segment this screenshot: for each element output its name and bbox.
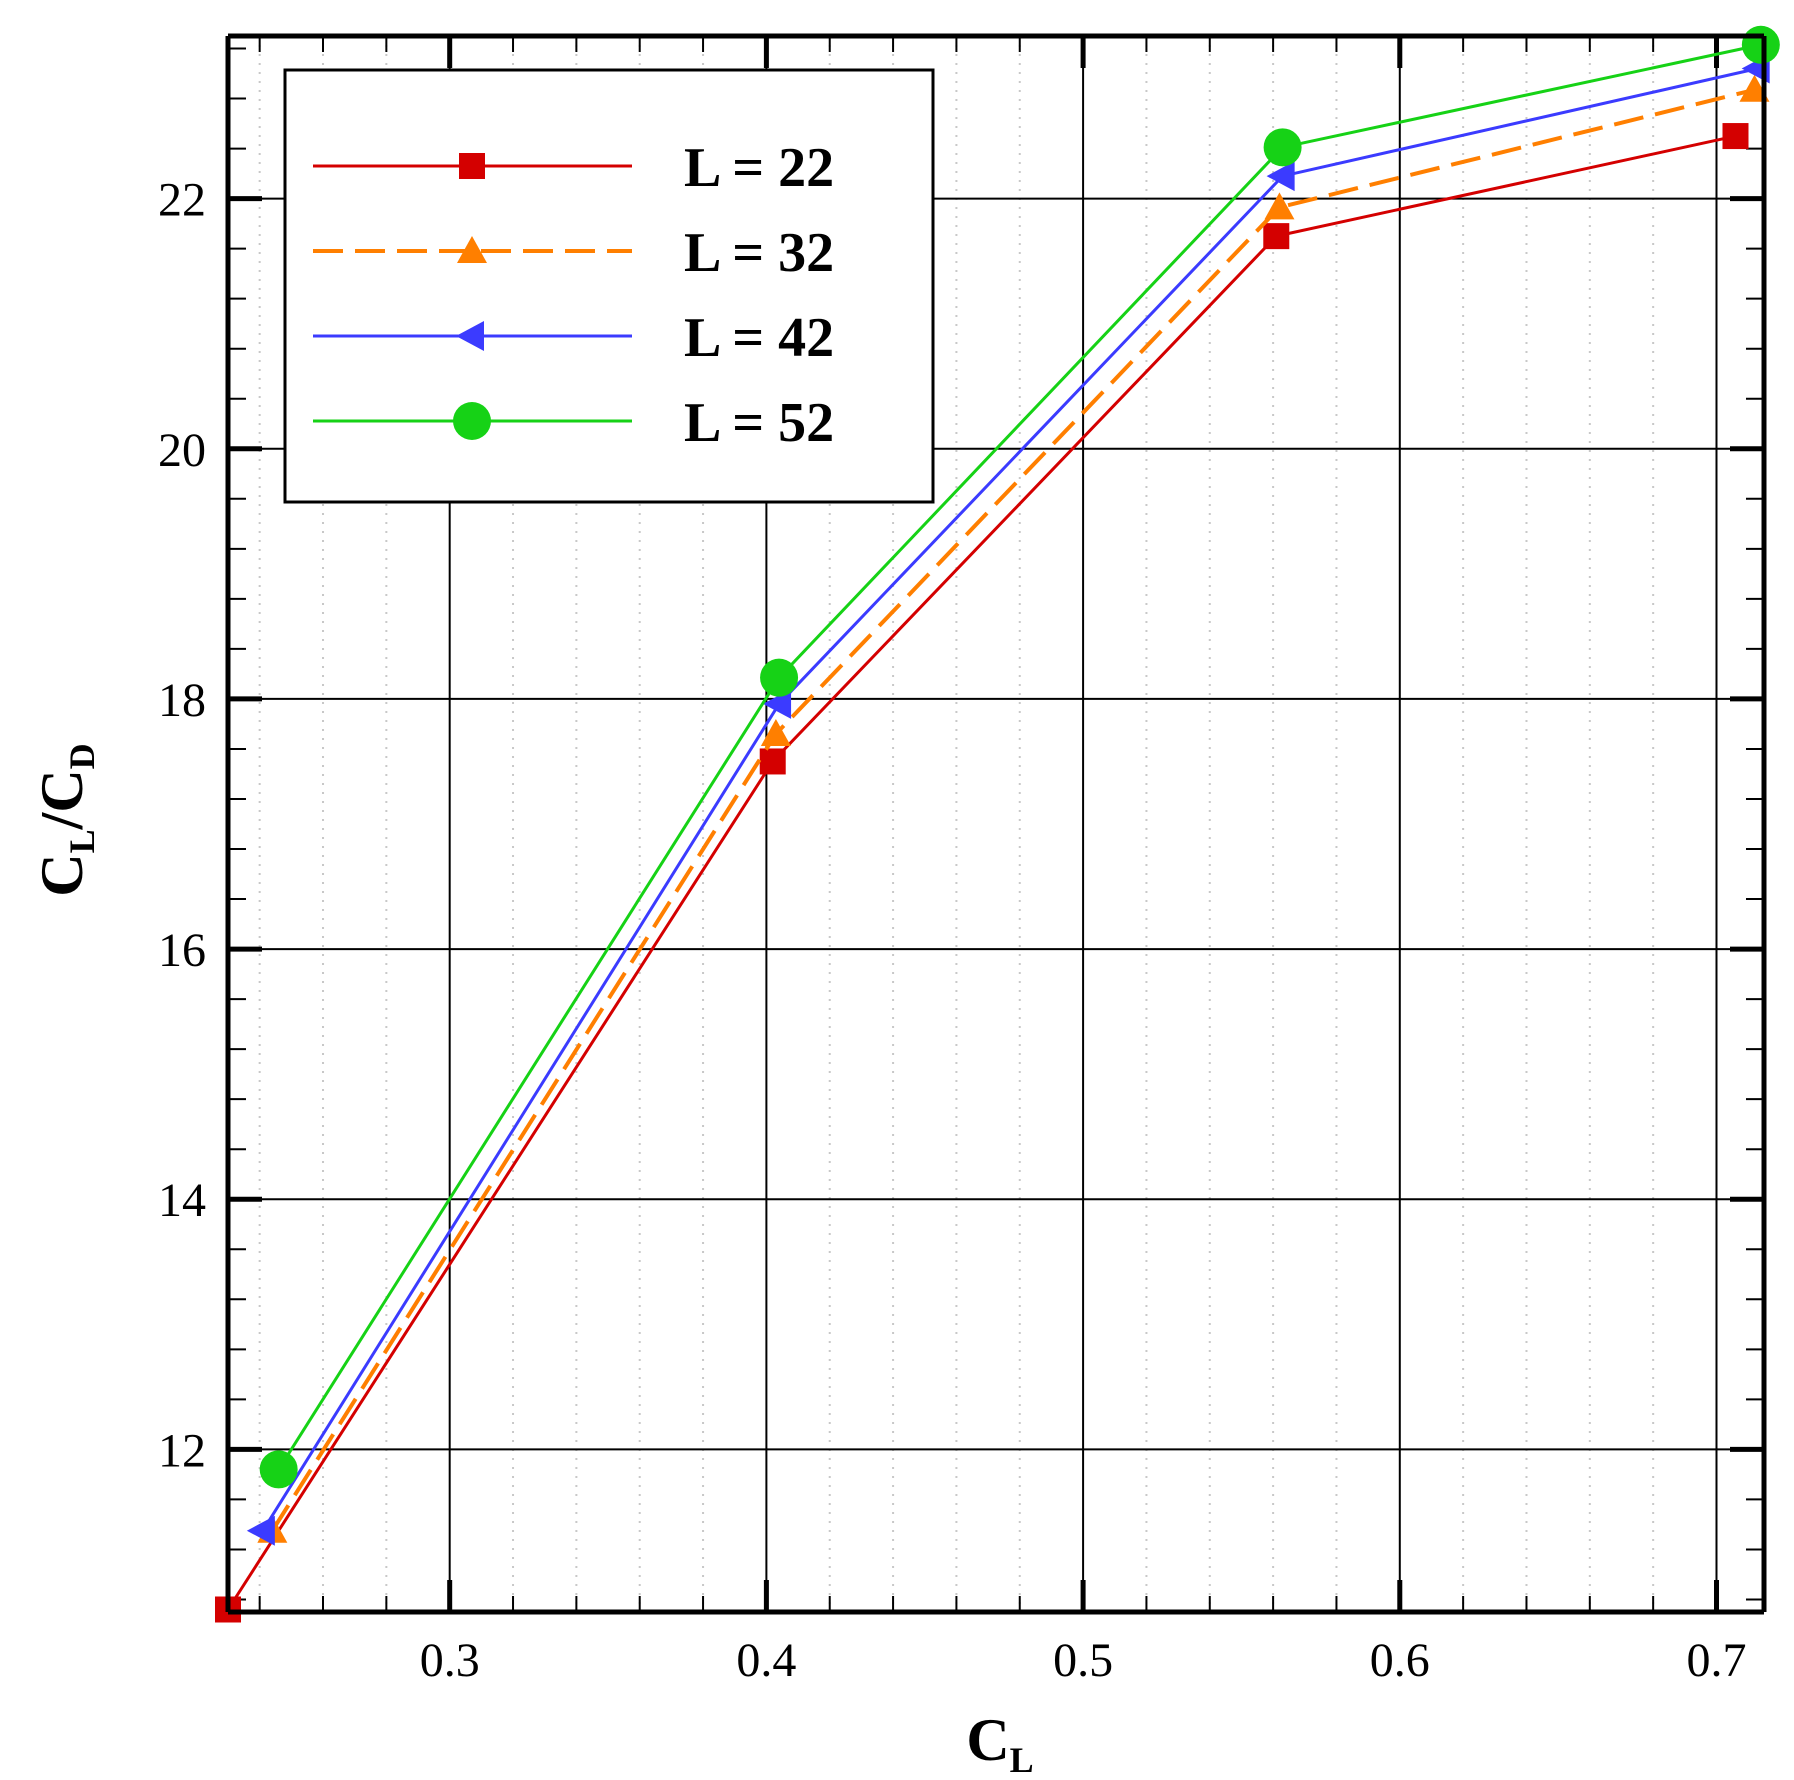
- x-tick-label: 0.3: [420, 1634, 480, 1687]
- y-tick-label: 16: [158, 924, 206, 977]
- y-tick-label: 18: [158, 674, 206, 727]
- legend-box: [283, 68, 935, 504]
- series-layer: [215, 25, 1780, 1623]
- legend: L = 22 L = 32 L = 42 L = 52: [283, 68, 935, 504]
- data-point: [259, 1450, 298, 1489]
- x-tick-label: 0.7: [1686, 1634, 1746, 1687]
- legend-label: L = 52: [684, 392, 834, 454]
- legend-label: L = 42: [684, 307, 834, 369]
- data-point: [1722, 123, 1749, 150]
- legend-label: L = 32: [684, 222, 834, 284]
- legend-entry: L = 22: [313, 137, 834, 199]
- tick-labels: 0.3 0.4 0.5 0.6 0.7 12 14 16 18 20 22: [158, 174, 1746, 1687]
- x-tick-label: 0.5: [1053, 1634, 1113, 1687]
- x-tick-label: 0.6: [1370, 1634, 1430, 1687]
- legend-marker: [457, 236, 487, 263]
- series-line: [270, 87, 1755, 1532]
- legend-marker: [459, 153, 485, 179]
- legend-entry: L = 32: [313, 222, 834, 284]
- series-line: [226, 134, 1736, 1611]
- y-axis-title: CL/CD: [29, 743, 102, 896]
- data-point: [763, 688, 792, 719]
- x-axis-title: CL: [966, 1707, 1033, 1780]
- data-point: [1263, 128, 1302, 167]
- data-point: [760, 658, 799, 697]
- series-l-42: [246, 53, 1770, 1546]
- data-point: [1266, 161, 1295, 192]
- data-point: [760, 718, 791, 746]
- legend-label: L = 22: [684, 137, 834, 199]
- legend-entry: L = 52: [313, 392, 834, 454]
- y-tick-label: 14: [158, 1174, 206, 1227]
- axis-ticks: [228, 36, 1764, 1612]
- data-point: [759, 748, 786, 775]
- y-tick-label: 20: [158, 424, 206, 477]
- y-tick-label: 12: [158, 1424, 206, 1477]
- series-line: [261, 67, 1758, 1532]
- data-point: [1741, 25, 1780, 64]
- series-l-52: [259, 25, 1780, 1489]
- legend-marker: [456, 321, 484, 351]
- data-point: [1264, 192, 1295, 220]
- legend-marker: [453, 402, 491, 440]
- y-tick-label: 22: [158, 174, 206, 227]
- axes-frame: [225, 33, 1767, 1615]
- data-point: [246, 1515, 275, 1546]
- x-tick-label: 0.4: [736, 1634, 796, 1687]
- legend-entry: L = 42: [313, 307, 834, 369]
- series-line: [277, 43, 1762, 1471]
- data-point: [1263, 223, 1290, 250]
